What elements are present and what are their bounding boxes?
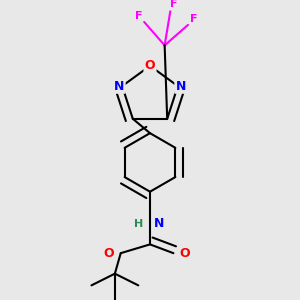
Text: F: F [134,11,142,21]
Text: H: H [134,219,143,229]
Text: F: F [170,0,177,9]
Text: O: O [145,59,155,72]
Text: F: F [190,14,198,24]
Text: O: O [104,247,114,260]
Text: N: N [176,80,186,93]
Text: N: N [114,80,124,93]
Text: O: O [180,247,190,260]
Text: N: N [154,218,164,230]
